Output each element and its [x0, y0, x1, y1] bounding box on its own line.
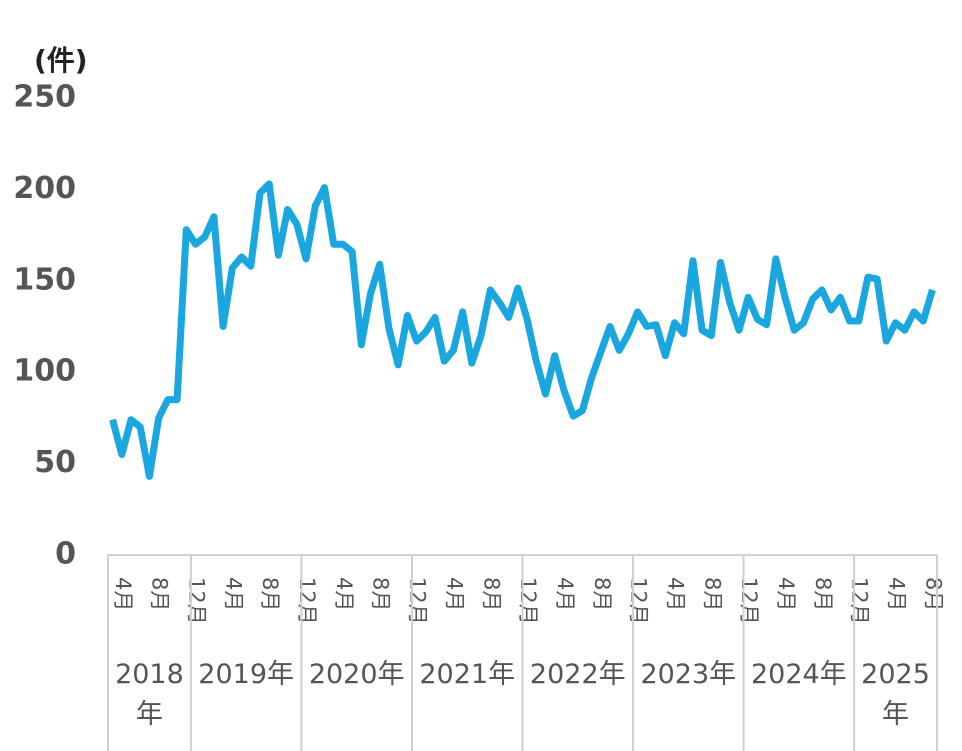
y-tick-label: 50: [34, 445, 76, 480]
x-tick-label: 12月: [516, 577, 540, 625]
x-tick-label: 4月: [221, 577, 245, 611]
x-tick-label: 12月: [848, 577, 872, 625]
year-label: 2022年: [529, 659, 626, 690]
x-tick-label: 8月: [921, 577, 945, 611]
y-axis-label: (件): [34, 44, 88, 77]
x-tick-label: 4月: [332, 577, 356, 611]
x-tick-label: 4月: [553, 577, 577, 611]
data-line: [109, 180, 936, 480]
x-tick-label: 12月: [185, 577, 209, 625]
x-tick-label: 12月: [406, 577, 430, 625]
year-label: 2024年: [750, 659, 847, 690]
x-tick-label: 8月: [148, 577, 172, 611]
x-tick-label: 8月: [590, 577, 614, 611]
x-tick-label: 4月: [885, 577, 909, 611]
y-tick-label: 150: [13, 262, 76, 297]
x-tick-label: 4月: [663, 577, 687, 611]
year-label: 2019年: [198, 659, 295, 690]
year-label: 2020年: [308, 659, 405, 690]
x-tick-label: 12月: [295, 577, 319, 625]
x-tick-label: 8月: [479, 577, 503, 611]
x-tick-label: 12月: [737, 577, 761, 625]
x-tick-label: 4月: [442, 577, 466, 611]
y-tick-label: 250: [13, 80, 76, 115]
y-tick-label: 200: [13, 171, 76, 206]
year-label: 2018年: [115, 659, 184, 730]
y-tick-label: 0: [55, 537, 76, 572]
x-tick-label: 8月: [700, 577, 724, 611]
y-tick-label: 100: [13, 354, 76, 389]
x-tick-label: 8月: [258, 577, 282, 611]
year-label: 2021年: [419, 659, 516, 690]
x-tick-label: 4月: [111, 577, 135, 611]
x-tick-label: 8月: [811, 577, 835, 611]
x-tick-label: 8月: [369, 577, 393, 611]
x-tick-label: 4月: [774, 577, 798, 611]
year-label: 2023年: [640, 659, 737, 690]
year-label: 2025年: [861, 659, 930, 730]
x-tick-label: 12月: [627, 577, 651, 625]
